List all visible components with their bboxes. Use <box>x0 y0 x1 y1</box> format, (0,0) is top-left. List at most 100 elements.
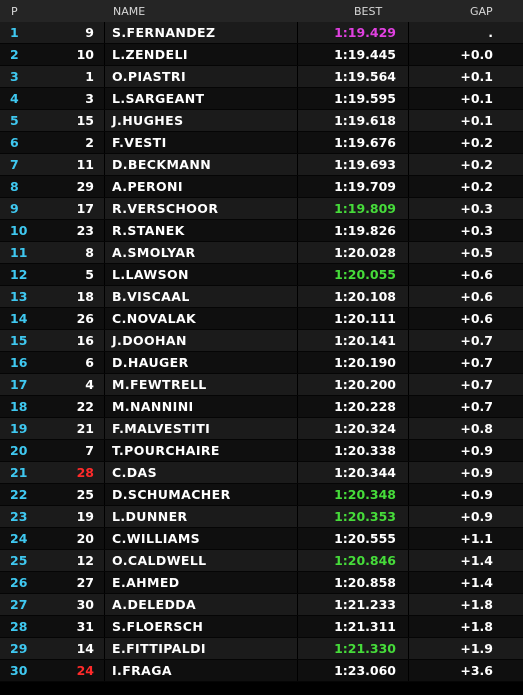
column-divider <box>408 660 409 682</box>
column-divider <box>104 286 105 308</box>
best-lap-cell: 1:20.108 <box>334 289 396 304</box>
car-number-cell: 2 <box>85 135 94 150</box>
column-divider <box>297 176 298 198</box>
gap-cell: +0.7 <box>460 333 493 348</box>
column-divider <box>408 352 409 374</box>
column-divider <box>408 484 409 506</box>
column-divider <box>297 242 298 264</box>
column-divider <box>408 506 409 528</box>
gap-cell: +1.9 <box>460 641 493 656</box>
column-divider <box>104 616 105 638</box>
car-number-cell: 19 <box>76 509 94 524</box>
best-lap-cell: 1:20.555 <box>334 531 396 546</box>
column-divider <box>408 176 409 198</box>
gap-cell: +1.8 <box>460 619 493 634</box>
car-number-cell: 15 <box>76 113 94 128</box>
gap-cell: +0.5 <box>460 245 493 260</box>
column-divider <box>297 88 298 110</box>
best-lap-cell: 1:19.564 <box>334 69 396 84</box>
position-cell: 11 <box>10 245 28 260</box>
column-divider <box>104 440 105 462</box>
best-lap-cell: 1:19.693 <box>334 157 396 172</box>
car-number-cell: 20 <box>76 531 94 546</box>
column-divider <box>297 418 298 440</box>
driver-name-cell: O.PIASTRI <box>112 69 186 84</box>
car-number-cell: 17 <box>76 201 94 216</box>
driver-name-cell: L.LAWSON <box>112 267 189 282</box>
driver-name-cell: F.MALVESTITI <box>112 421 211 436</box>
driver-name-cell: D.BECKMANN <box>112 157 212 172</box>
gap-cell: +0.2 <box>460 179 493 194</box>
best-lap-cell: 1:19.445 <box>334 47 396 62</box>
gap-cell: +0.3 <box>460 223 493 238</box>
car-number-cell: 31 <box>76 619 94 634</box>
header-best: BEST <box>354 5 383 18</box>
car-number-cell: 1 <box>85 69 94 84</box>
column-divider <box>297 440 298 462</box>
table-row: 10 23 R.STANEK 1:19.826 +0.3 <box>0 220 523 242</box>
table-row: 3 1 O.PIASTRI 1:19.564 +0.1 <box>0 66 523 88</box>
table-row: 16 6 D.HAUGER 1:20.190 +0.7 <box>0 352 523 374</box>
position-cell: 8 <box>10 179 19 194</box>
car-number-cell: 3 <box>85 91 94 106</box>
position-cell: 16 <box>10 355 28 370</box>
column-divider <box>297 506 298 528</box>
gap-cell: +1.8 <box>460 597 493 612</box>
best-lap-cell: 1:19.826 <box>334 223 396 238</box>
gap-cell: +0.7 <box>460 377 493 392</box>
position-cell: 1 <box>10 25 19 40</box>
position-cell: 25 <box>10 553 28 568</box>
car-number-cell: 26 <box>76 311 94 326</box>
table-row: 21 28 C.DAS 1:20.344 +0.9 <box>0 462 523 484</box>
column-divider <box>297 528 298 550</box>
car-number-cell: 6 <box>85 355 94 370</box>
driver-name-cell: R.VERSCHOOR <box>112 201 219 216</box>
column-divider <box>104 418 105 440</box>
gap-cell: +0.2 <box>460 157 493 172</box>
column-divider <box>297 330 298 352</box>
driver-name-cell: M.NANNINI <box>112 399 194 414</box>
column-divider <box>104 374 105 396</box>
car-number-cell: 22 <box>76 399 94 414</box>
position-cell: 3 <box>10 69 19 84</box>
best-lap-cell: 1:20.324 <box>334 421 396 436</box>
best-lap-cell: 1:19.676 <box>334 135 396 150</box>
column-divider <box>104 44 105 66</box>
timing-header: P NAME BEST GAP <box>0 0 523 22</box>
driver-name-cell: R.STANEK <box>112 223 185 238</box>
driver-name-cell: I.FRAGA <box>112 663 172 678</box>
best-lap-cell: 1:19.429 <box>334 25 396 40</box>
table-row: 27 30 A.DELEDDA 1:21.233 +1.8 <box>0 594 523 616</box>
gap-cell: +0.6 <box>460 267 493 282</box>
best-lap-cell: 1:23.060 <box>334 663 396 678</box>
column-divider <box>104 484 105 506</box>
car-number-cell: 18 <box>76 289 94 304</box>
gap-cell: +0.7 <box>460 399 493 414</box>
column-divider <box>408 110 409 132</box>
best-lap-cell: 1:21.330 <box>334 641 396 656</box>
table-row: 20 7 T.POURCHAIRE 1:20.338 +0.9 <box>0 440 523 462</box>
column-divider <box>297 308 298 330</box>
position-cell: 2 <box>10 47 19 62</box>
table-row: 14 26 C.NOVALAK 1:20.111 +0.6 <box>0 308 523 330</box>
table-row: 19 21 F.MALVESTITI 1:20.324 +0.8 <box>0 418 523 440</box>
gap-cell: +1.1 <box>460 531 493 546</box>
position-cell: 13 <box>10 289 28 304</box>
gap-cell: +1.4 <box>460 575 493 590</box>
car-number-cell: 16 <box>76 333 94 348</box>
table-row: 25 12 O.CALDWELL 1:20.846 +1.4 <box>0 550 523 572</box>
best-lap-cell: 1:20.141 <box>334 333 396 348</box>
best-lap-cell: 1:20.190 <box>334 355 396 370</box>
column-divider <box>104 176 105 198</box>
column-divider <box>297 660 298 682</box>
table-row: 17 4 M.FEWTRELL 1:20.200 +0.7 <box>0 374 523 396</box>
column-divider <box>408 22 409 44</box>
column-divider <box>104 506 105 528</box>
column-divider <box>408 66 409 88</box>
column-divider <box>297 396 298 418</box>
best-lap-cell: 1:19.709 <box>334 179 396 194</box>
column-divider <box>297 352 298 374</box>
best-lap-cell: 1:20.200 <box>334 377 396 392</box>
best-lap-cell: 1:19.618 <box>334 113 396 128</box>
table-row: 26 27 E.AHMED 1:20.858 +1.4 <box>0 572 523 594</box>
